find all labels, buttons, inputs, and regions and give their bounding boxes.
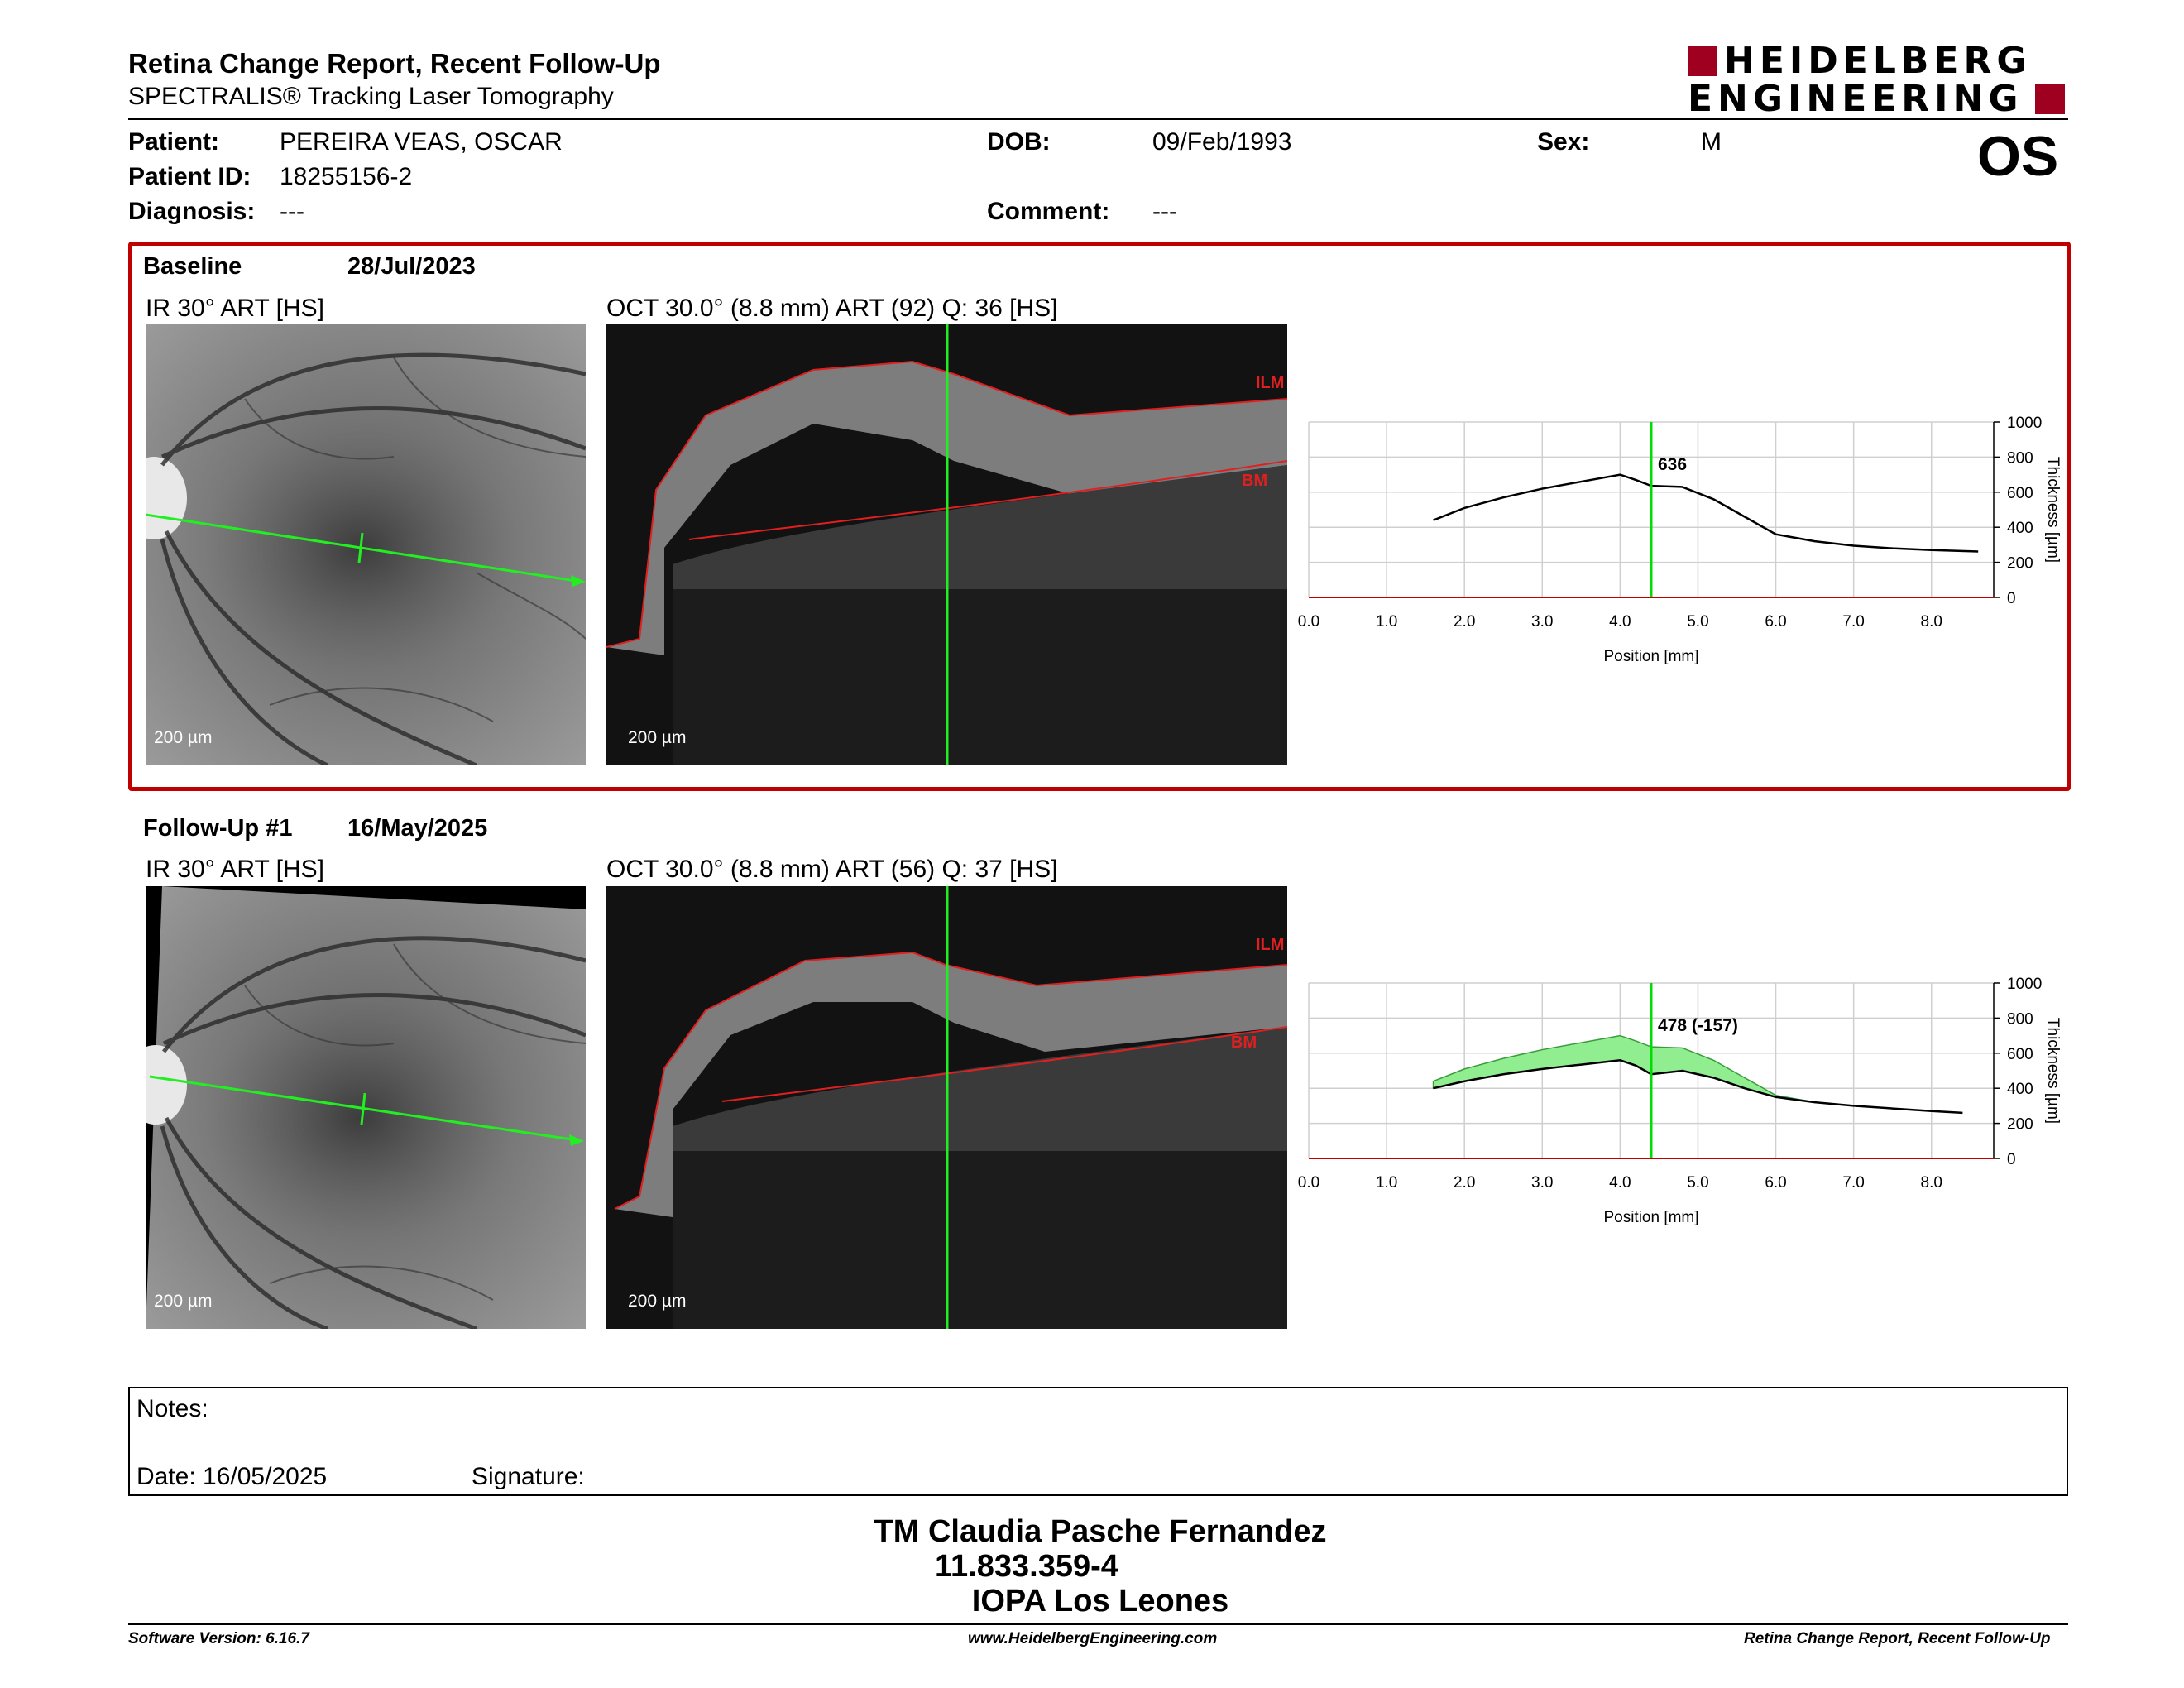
x-tick-label: 6.0: [1765, 1174, 1786, 1192]
sex-label: Sex:: [1537, 128, 1590, 156]
patient-name: PEREIRA VEAS, OSCAR: [280, 128, 563, 156]
patient-id: 18255156-2: [280, 163, 413, 190]
footer-name: TM Claudia Pasche Fernandez: [874, 1514, 1327, 1549]
followup-bm-label: BM: [1231, 1033, 1257, 1052]
x-axis-label: Position [mm]: [1603, 1209, 1698, 1226]
y-tick-label: 800: [2007, 1010, 2033, 1028]
footer-divider: [128, 1623, 2068, 1625]
y-tick-label: 800: [2007, 449, 2033, 467]
baseline-label: Baseline: [143, 253, 242, 280]
followup-oct-label: OCT 30.0° (8.8 mm) ART (56) Q: 37 [HS]: [606, 856, 1058, 883]
diagnosis-value: ---: [280, 198, 304, 225]
y-tick-label: 600: [2007, 1046, 2033, 1063]
y-tick-label: 1000: [2007, 976, 2042, 993]
y-tick-label: 600: [2007, 485, 2033, 502]
x-tick-label: 6.0: [1765, 613, 1786, 631]
followup-date: 16/May/2025: [347, 815, 488, 842]
baseline-ir-image: 200 µm: [146, 324, 586, 765]
thickness-line: [1433, 473, 1979, 553]
header-divider: [128, 118, 2068, 120]
software-version: Software Version: 6.16.7: [128, 1630, 309, 1647]
notes-label: Notes:: [136, 1395, 208, 1422]
footer-id: 11.833.359-4: [935, 1549, 1118, 1584]
y-tick-label: 1000: [2007, 415, 2042, 432]
y-axis-label: Thickness [µm]: [2044, 457, 2062, 563]
followup-ir-scale: 200 µm: [154, 1292, 213, 1311]
cursor-value-label: 478 (-157): [1658, 1016, 1738, 1035]
x-tick-label: 2.0: [1454, 613, 1475, 631]
thickness-line: [1433, 1059, 1963, 1115]
x-tick-label: 1.0: [1376, 613, 1397, 631]
y-tick-label: 400: [2007, 520, 2033, 537]
followup-ilm-label: ILM: [1256, 936, 1285, 954]
followup-oct-scale: 200 µm: [628, 1292, 687, 1311]
y-tick-label: 200: [2007, 1116, 2033, 1134]
baseline-oct-image: ILM BM 200 µm: [606, 324, 1287, 765]
sex-value: M: [1701, 128, 1722, 156]
eye-indicator: OS: [1977, 125, 2059, 188]
followup-ir-label: IR 30° ART [HS]: [146, 856, 324, 883]
x-tick-label: 3.0: [1531, 1174, 1553, 1192]
baseline-oct-label: OCT 30.0° (8.8 mm) ART (92) Q: 36 [HS]: [606, 295, 1058, 322]
x-tick-label: 2.0: [1454, 1174, 1475, 1192]
comment-label: Comment:: [987, 198, 1110, 225]
y-tick-label: 200: [2007, 555, 2033, 573]
followup-thickness-chart: 0 200 400 600 800 1000 0.0 1.0 2.0 3.0 4.0 5.0 6.0 7.…: [1298, 976, 2062, 1226]
notes-box: Notes: Date: 16/05/2025 Signature:: [128, 1387, 2068, 1496]
x-tick-label: 4.0: [1609, 613, 1631, 631]
footer-institution: IOPA Los Leones: [971, 1584, 1229, 1618]
cursor-value-label: 636: [1658, 455, 1687, 474]
signature-label: Signature:: [472, 1463, 585, 1490]
followup-oct-image: ILM BM 200 µm: [606, 886, 1287, 1329]
baseline-date: 28/Jul/2023: [347, 253, 476, 280]
followup-label: Follow-Up #1: [143, 815, 293, 842]
baseline-thickness-chart: 0 200 400 600 800 1000 0.0 1.0 2.0 3.0 4.0 5.0 6.0 7.…: [1298, 415, 2062, 665]
baseline-oct-scale: 200 µm: [628, 728, 687, 747]
notes-date: Date: 16/05/2025: [136, 1463, 328, 1490]
x-tick-label: 0.0: [1298, 613, 1320, 631]
dob-value: 09/Feb/1993: [1152, 128, 1292, 156]
x-tick-label: 8.0: [1921, 1174, 1942, 1192]
heidelberg-logo: HEIDELBERG ENGINEERING: [1688, 43, 2068, 117]
x-tick-label: 0.0: [1298, 1174, 1320, 1192]
baseline-ir-label: IR 30° ART [HS]: [146, 295, 324, 322]
x-tick-label: 3.0: [1531, 613, 1553, 631]
report-subtitle: SPECTRALIS® Tracking Laser Tomography: [128, 83, 614, 110]
footer-report-name: Retina Change Report, Recent Follow-Up: [1744, 1630, 2051, 1647]
y-tick-label: 0: [2007, 1151, 2016, 1168]
baseline-ilm-label: ILM: [1256, 374, 1285, 392]
baseline-ir-scale: 200 µm: [154, 728, 213, 747]
patient-label: Patient:: [128, 128, 220, 156]
x-tick-label: 5.0: [1687, 1174, 1708, 1192]
website-link[interactable]: www.HeidelbergEngineering.com: [968, 1630, 1218, 1647]
y-tick-label: 0: [2007, 590, 2016, 607]
comment-value: ---: [1152, 198, 1177, 225]
dob-label: DOB:: [987, 128, 1051, 156]
x-tick-label: 8.0: [1921, 613, 1942, 631]
x-tick-label: 1.0: [1376, 1174, 1397, 1192]
patient-id-label: Patient ID:: [128, 163, 251, 190]
x-tick-label: 5.0: [1687, 613, 1708, 631]
baseline-bm-label: BM: [1242, 472, 1268, 490]
y-tick-label: 400: [2007, 1081, 2033, 1098]
baseline-frame: [128, 242, 2071, 791]
x-tick-label: 7.0: [1842, 1174, 1864, 1192]
y-axis-label: Thickness [µm]: [2044, 1018, 2062, 1124]
diagnosis-label: Diagnosis:: [128, 198, 256, 225]
report-title: Retina Change Report, Recent Follow-Up: [128, 48, 661, 79]
x-tick-label: 4.0: [1609, 1174, 1631, 1192]
x-axis-label: Position [mm]: [1603, 648, 1698, 665]
x-tick-label: 7.0: [1842, 613, 1864, 631]
followup-ir-image: 200 µm: [146, 886, 586, 1329]
